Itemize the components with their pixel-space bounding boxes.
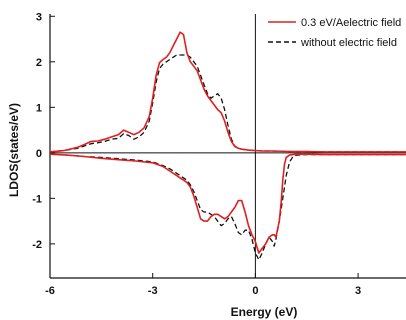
no-field-lower-curve	[49, 153, 406, 261]
legend-label-electric-field: 0.3 eV/Aelectric field	[301, 17, 401, 29]
electric-field-upper-curve	[49, 31, 406, 153]
x-tick-label: -6	[45, 285, 55, 297]
x-tick-label: 0	[252, 285, 258, 297]
y-axis-ticks: 3 2 1 0 -1 -2	[32, 11, 55, 251]
y-tick-label: -1	[32, 193, 42, 205]
x-axis-ticks: -6 -3 0 3	[45, 273, 361, 297]
x-tick-label: -3	[148, 285, 158, 297]
series-layer	[49, 31, 406, 261]
y-axis-label: LDOS(states/eV)	[7, 103, 21, 197]
x-tick-label: 3	[355, 285, 361, 297]
y-tick-label: 2	[36, 57, 42, 69]
legend: 0.3 eV/Aelectric field without electric …	[268, 17, 401, 49]
plot-frame	[49, 14, 406, 279]
electric-field-lower-curve	[49, 153, 406, 254]
x-axis-label: Energy (eV)	[231, 305, 298, 319]
y-tick-label: -2	[32, 239, 42, 251]
legend-label-no-field: without electric field	[300, 37, 397, 49]
y-tick-label: 1	[36, 102, 42, 114]
no-field-upper-curve	[49, 54, 406, 153]
y-tick-label: 3	[36, 11, 42, 23]
y-tick-label: 0	[36, 148, 42, 160]
